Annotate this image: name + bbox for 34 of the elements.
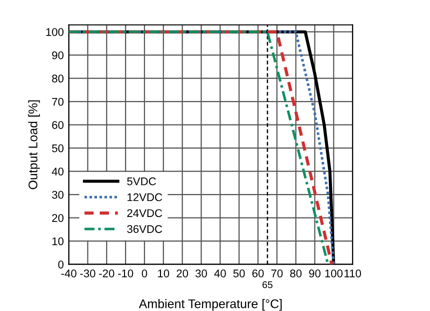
y-axis-title: Output Load [%]	[28, 100, 40, 190]
x-tick-label: -20	[99, 270, 114, 278]
y-tick-label: 60	[52, 121, 64, 129]
x-tick-label: 60	[252, 270, 264, 278]
x-tick-label: 40	[214, 270, 226, 278]
x-tick-label: -40	[61, 270, 76, 278]
x-tick-label: 30	[195, 270, 207, 278]
y-tick-label: 0	[58, 260, 64, 268]
x-tick-label: 100	[325, 270, 343, 278]
y-tick-label: 80	[52, 74, 64, 82]
legend-label: 12VDC	[128, 193, 162, 202]
x-tick-label: -30	[80, 270, 96, 278]
x-tick-label: 70	[271, 270, 283, 278]
legend-label: 24VDC	[127, 209, 162, 218]
y-tick-label: 90	[52, 51, 64, 60]
y-tick-label: 10	[52, 237, 64, 246]
ref-line-label: 65	[262, 281, 272, 288]
x-tick-label: 110	[344, 270, 362, 278]
y-tick-label: 100	[46, 28, 64, 36]
y-tick-label: 20	[52, 214, 64, 222]
x-tick-label: 80	[290, 270, 302, 278]
x-axis-title: Ambient Temperature [°C]	[138, 299, 282, 311]
y-tick-label: 40	[52, 168, 64, 176]
y-tick-label: 30	[52, 190, 64, 199]
y-tick-label: 70	[52, 98, 64, 106]
x-tick-label: 90	[309, 270, 321, 278]
y-tick-label: 50	[52, 144, 64, 152]
x-tick-label: 10	[158, 270, 170, 278]
x-tick-label: 20	[176, 270, 188, 278]
x-tick-label: 0	[142, 270, 148, 278]
x-tick-label: -10	[118, 270, 134, 278]
legend-label: 36VDC	[127, 225, 162, 233]
x-tick-label: 50	[233, 270, 245, 278]
legend-label: 5VDC	[127, 177, 156, 186]
